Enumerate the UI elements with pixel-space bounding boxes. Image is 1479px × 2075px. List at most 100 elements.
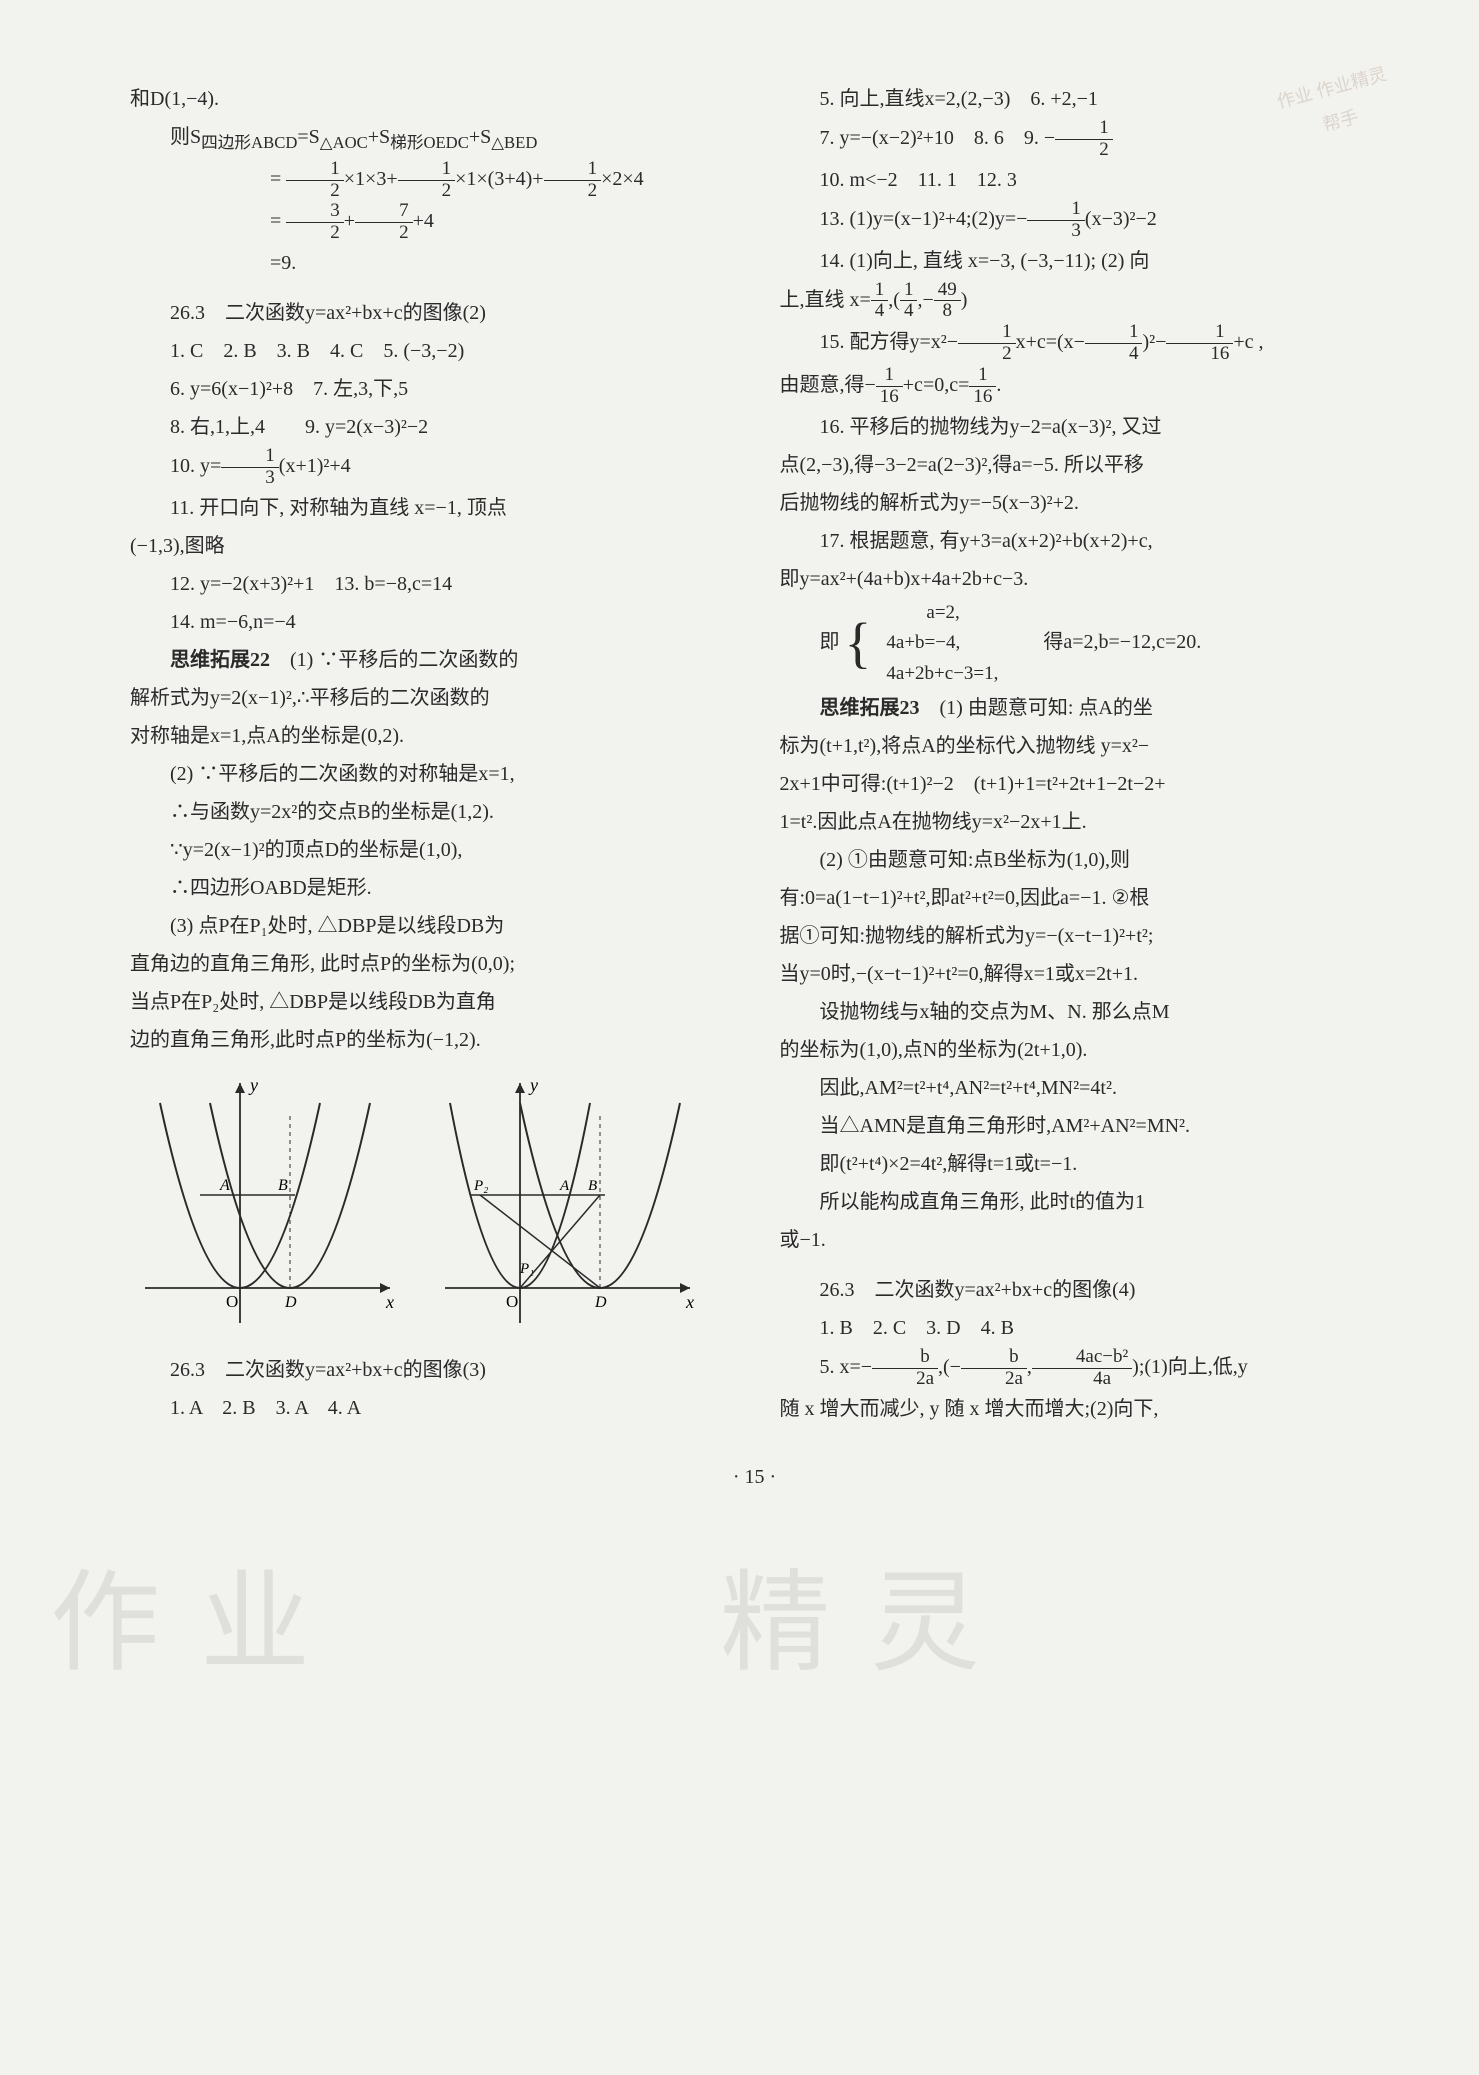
svg-text:y: y [248, 1075, 258, 1095]
subscript: 四边形ABCD [201, 133, 297, 152]
answer-line: 14. (1)向上, 直线 x=−3, (−3,−11); (2) 向 [780, 242, 1380, 280]
answer-line: 上,直线 x=14,(14,−498) [780, 280, 1380, 323]
watermark-right: 精灵 [720, 1520, 1020, 1729]
text: (x+1)²+4 [279, 455, 351, 477]
text: ×1×3+ [344, 168, 398, 190]
answer-line: (−1,3),图略 [130, 527, 730, 565]
page-number: · 15 · [130, 1458, 1379, 1496]
heading-label: 思维拓展22 [170, 649, 270, 671]
equation-line: = 12×1×3+12×1×(3+4)+12×2×4 [230, 159, 730, 202]
answer-line: 6. y=6(x−1)²+8 7. 左,3,下,5 [130, 370, 730, 408]
text-line: 有:0=a(1−t−1)²+t²,即at²+t²=0,因此a=−1. ②根 [780, 879, 1380, 917]
svg-text:O: O [506, 1292, 518, 1311]
text: ,− [917, 289, 933, 311]
answer-line: 5. x=−b2a,(−b2a,4ac−b²4a);(1)向上,低,y [780, 1347, 1380, 1390]
text-line: 标为(t+1,t²),将点A的坐标代入抛物线 y=x²− [780, 727, 1380, 765]
text: ,(− [938, 1356, 961, 1378]
text: 5. x=− [820, 1356, 873, 1378]
watermark-left: 作业 [50, 1520, 350, 1729]
equation-system: 即 { a=2, 4a+b=−4, 4a+2b+c−3=1, 得a=2,b=−1… [780, 598, 1380, 689]
text-line: 所以能构成直角三角形, 此时t的值为1 [780, 1183, 1380, 1221]
text: . [996, 374, 1001, 396]
fraction: 14 [871, 280, 889, 323]
text: 上,直线 x= [780, 289, 871, 311]
fraction: b2a [872, 1347, 938, 1390]
answer-line: 1. B 2. C 3. D 4. B [780, 1309, 1380, 1347]
fraction: 12 [398, 159, 456, 202]
text-line: ∴与函数y=2x²的交点B的坐标是(1,2). [130, 793, 730, 831]
text: ×1×(3+4)+ [455, 168, 543, 190]
subscript: △BED [491, 133, 537, 152]
text: +S [368, 126, 390, 148]
text: 10. y= [170, 455, 221, 477]
answer-line: 1. C 2. B 3. B 4. C 5. (−3,−2) [130, 332, 730, 370]
subscript: △AOC [320, 133, 368, 152]
answer-line: 13. (1)y=(x−1)²+4;(2)y=−13(x−3)²−2 [780, 199, 1380, 242]
fraction: 498 [934, 280, 961, 323]
text: = [270, 168, 286, 190]
text: 得a=2,b=−12,c=20. [1003, 631, 1201, 653]
answer-line: 8. 右,1,上,4 9. y=2(x−3)²−2 [130, 408, 730, 446]
system-body: a=2, 4a+b=−4, 4a+2b+c−3=1, [876, 598, 998, 689]
text: ,( [888, 289, 900, 311]
svg-text:B: B [588, 1178, 597, 1194]
brace-icon: { [845, 613, 872, 675]
text-line: 设抛物线与x轴的交点为M、N. 那么点M [780, 993, 1380, 1031]
svg-text:D: D [284, 1294, 297, 1311]
equation-line: = 32+72+4 [230, 201, 730, 244]
text-line: 边的直角三角形,此时点P的坐标为(−1,2). [130, 1021, 730, 1059]
section-title: 26.3 二次函数y=ax²+bx+c的图像(3) [130, 1351, 730, 1389]
text: )²− [1142, 331, 1166, 353]
text: 即 [820, 631, 840, 653]
graph-row: x y O A B D x y O A B P₂ [130, 1073, 730, 1333]
section-title: 26.3 二次函数y=ax²+bx+c的图像(2) [130, 294, 730, 332]
text: =S [297, 126, 319, 148]
fraction: 12 [1055, 118, 1113, 161]
answer-line: 1. A 2. B 3. A 4. A [130, 1389, 730, 1427]
fraction: 13 [221, 446, 279, 489]
text: );(1)向上,低,y [1132, 1356, 1248, 1378]
text-line: 据①可知:抛物线的解析式为y=−(x−t−1)²+t²; [780, 917, 1380, 955]
svg-text:B: B [278, 1177, 288, 1194]
text-line: 解析式为y=2(x−1)²,∴平移后的二次函数的 [130, 679, 730, 717]
text-line: 后抛物线的解析式为y=−5(x−3)²+2. [780, 484, 1380, 522]
text-line: 当点P在P₂处时, △DBP是以线段DB为直角 [130, 983, 730, 1021]
text-line: 17. 根据题意, 有y+3=a(x+2)²+b(x+2)+c, [780, 522, 1380, 560]
svg-text:A: A [559, 1178, 570, 1194]
text-line: 2x+1中可得:(t+1)²−2 (t+1)+1=t²+2t+1−2t−2+ [780, 765, 1380, 803]
text: x+c=(x− [1016, 331, 1085, 353]
svg-text:P₂: P₂ [473, 1178, 488, 1194]
text-line: (2) ∵平移后的二次函数的对称轴是x=1, [130, 755, 730, 793]
fraction: 12 [958, 322, 1016, 365]
text-line: 的坐标为(1,0),点N的坐标为(2t+1,0). [780, 1031, 1380, 1069]
text-line: 则S四边形ABCD=S△AOC+S梯形OEDC+S△BED [130, 118, 730, 159]
answer-line: 15. 配方得y=x²−12x+c=(x−14)²−116+c , [780, 322, 1380, 365]
sys-row: 4a+2b+c−3=1, [886, 663, 998, 684]
text-line: ∴四边形OABD是矩形. [130, 869, 730, 907]
text-line: 1=t².因此点A在抛物线y=x²−2x+1上. [780, 803, 1380, 841]
text-line: 即y=ax²+(4a+b)x+4a+2b+c−3. [780, 560, 1380, 598]
text: 7. y=−(x−2)²+10 8. 6 9. − [820, 127, 1056, 149]
fraction: 72 [355, 201, 413, 244]
text-line: 16. 平移后的抛物线为y−2=a(x−3)², 又过 [780, 408, 1380, 446]
extension-heading: 思维拓展22 (1) ∵平移后的二次函数的 [130, 641, 730, 679]
svg-text:O: O [226, 1292, 238, 1311]
text-line: 因此,AM²=t²+t⁴,AN²=t²+t⁴,MN²=4t². [780, 1069, 1380, 1107]
fraction: 14 [900, 280, 918, 323]
text-line: 直角边的直角三角形, 此时点P的坐标为(0,0); [130, 945, 730, 983]
text: 则S [170, 126, 201, 148]
text: = [270, 210, 286, 232]
text-line: ∵y=2(x−1)²的顶点D的坐标是(1,0), [130, 831, 730, 869]
svg-text:A: A [219, 1177, 230, 1194]
subscript: 梯形OEDC [390, 133, 469, 152]
text-line: (2) ①由题意可知:点B坐标为(1,0),则 [780, 841, 1380, 879]
heading-label: 思维拓展23 [820, 697, 920, 719]
equation-line: =9. [230, 244, 730, 282]
answer-line: 10. m<−2 11. 1 12. 3 [780, 161, 1380, 199]
answer-line: 14. m=−6,n=−4 [130, 603, 730, 641]
text-line: 对称轴是x=1,点A的坐标是(0,2). [130, 717, 730, 755]
answer-line: 随 x 增大而减少, y 随 x 增大而增大;(2)向下, [780, 1390, 1380, 1428]
answer-line: 由题意,得−116+c=0,c=116. [780, 365, 1380, 408]
parabola-graph-1: x y O A B D [130, 1073, 400, 1333]
svg-text:x: x [685, 1292, 694, 1312]
